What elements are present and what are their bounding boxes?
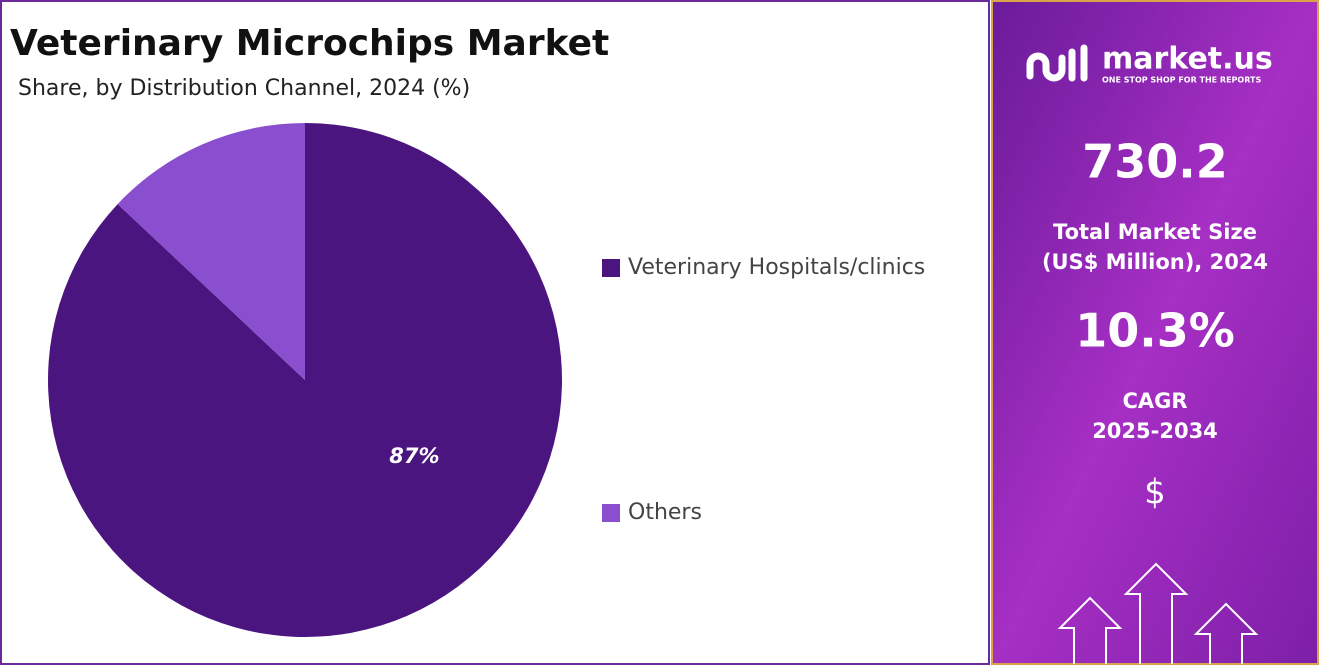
legend-label: Veterinary Hospitals/clinics — [628, 255, 925, 280]
market-size-label: (US$ Million), 2024 — [1042, 250, 1268, 274]
legend-label: Others — [628, 500, 702, 525]
brand: market.us — [1102, 42, 1273, 77]
side-panel — [991, 0, 1319, 665]
market-size: 730.2 — [1082, 135, 1228, 189]
cagr-period: 2025-2034 — [1092, 419, 1218, 443]
legend-swatch — [602, 504, 620, 522]
tagline: ONE STOP SHOP FOR THE REPORTS — [1102, 76, 1261, 85]
pie-slice — [117, 123, 305, 380]
legend-swatch — [602, 259, 620, 277]
chart-title: Veterinary Microchips Market — [10, 23, 609, 64]
currency-icon: $ — [1144, 473, 1166, 513]
logo — [1026, 44, 1088, 82]
legend: Veterinary Hospitals/clinics Others — [602, 255, 925, 525]
chart-subtitle: Share, by Distribution Channel, 2024 (%) — [18, 76, 470, 101]
pie: 87% — [47, 123, 562, 637]
pie-slice — [47, 123, 562, 637]
arrows — [1057, 562, 1259, 664]
market-size-label: Total Market Size — [1053, 220, 1257, 244]
cagr: 10.3% — [1075, 304, 1235, 358]
data-label: 87% — [389, 444, 439, 468]
cagr-label: CAGR — [1122, 389, 1187, 413]
